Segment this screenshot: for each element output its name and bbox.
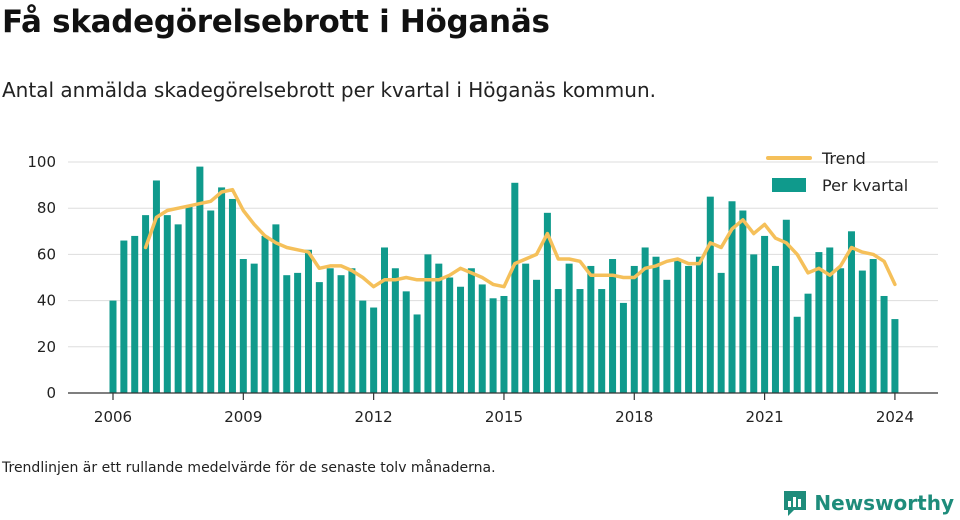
bar — [435, 264, 442, 393]
bar — [457, 287, 464, 393]
chart-title: Få skadegörelsebrott i Höganäs — [2, 4, 550, 40]
bar — [468, 268, 475, 393]
trend-line — [146, 190, 895, 287]
bar — [131, 236, 138, 393]
bar — [196, 167, 203, 393]
bar — [272, 224, 279, 393]
bar — [826, 247, 833, 393]
bar — [294, 273, 301, 393]
bar — [707, 197, 714, 393]
x-tick-label: 2009 — [224, 408, 262, 426]
brand-logo[interactable]: Newsworthy — [782, 488, 954, 518]
bar-chart-logo-icon — [782, 489, 808, 517]
bar — [511, 183, 518, 393]
bar — [240, 259, 247, 393]
bar — [576, 289, 583, 393]
bar — [370, 308, 377, 393]
bar — [348, 268, 355, 393]
bar — [381, 247, 388, 393]
bar — [392, 268, 399, 393]
chart: 0 20 40 60 80 100 2006 2009 2012 2015 2018 2021 202… — [0, 140, 960, 440]
bar — [186, 206, 193, 393]
bar — [327, 268, 334, 393]
bar — [663, 280, 670, 393]
bar — [338, 275, 345, 393]
bar — [891, 319, 898, 393]
bar — [229, 199, 236, 393]
bar — [218, 187, 225, 393]
bar — [750, 254, 757, 393]
bar-series — [110, 167, 899, 393]
bar — [305, 250, 312, 393]
x-tick-label: 2024 — [876, 408, 914, 426]
bar — [870, 259, 877, 393]
bar — [761, 236, 768, 393]
legend-bar-label: Per kvartal — [822, 176, 908, 195]
bar — [631, 266, 638, 393]
bar — [175, 224, 182, 393]
bar — [533, 280, 540, 393]
bar — [696, 257, 703, 393]
x-tick-label: 2006 — [94, 408, 132, 426]
bar — [359, 301, 366, 393]
bar — [609, 259, 616, 393]
bar — [490, 298, 497, 393]
chart-subtitle: Antal anmälda skadegörelsebrott per kvar… — [2, 78, 656, 102]
bar — [718, 273, 725, 393]
bar — [262, 236, 269, 393]
bar — [794, 317, 801, 393]
bar — [587, 266, 594, 393]
legend: Trend Per kvartal — [768, 149, 908, 195]
bar — [566, 264, 573, 393]
bar — [479, 284, 486, 393]
bar — [500, 296, 507, 393]
bar — [739, 211, 746, 393]
bar — [805, 294, 812, 393]
bar — [403, 291, 410, 393]
bar — [815, 252, 822, 393]
bar — [207, 211, 214, 393]
y-tick-label: 100 — [27, 153, 56, 171]
x-tick-label: 2021 — [746, 408, 784, 426]
bar — [685, 266, 692, 393]
bar — [414, 314, 421, 393]
x-tick-label: 2015 — [485, 408, 523, 426]
x-tick-label: 2012 — [355, 408, 393, 426]
y-axis: 0 20 40 60 80 100 — [27, 153, 56, 402]
bar — [251, 264, 258, 393]
x-tick-label: 2018 — [615, 408, 653, 426]
bar — [110, 301, 117, 393]
bar — [859, 271, 866, 393]
bar — [772, 266, 779, 393]
bar — [653, 257, 660, 393]
bar — [881, 296, 888, 393]
footnote: Trendlinjen är ett rullande medelvärde f… — [2, 460, 496, 476]
bar — [598, 289, 605, 393]
bar — [848, 231, 855, 393]
bar — [522, 264, 529, 393]
bar — [120, 241, 127, 393]
bar — [153, 180, 160, 393]
bar — [446, 278, 453, 394]
bar — [555, 289, 562, 393]
bar — [316, 282, 323, 393]
bar — [424, 254, 431, 393]
bar — [620, 303, 627, 393]
y-tick-label: 60 — [37, 245, 56, 263]
bar — [674, 259, 681, 393]
bar — [837, 268, 844, 393]
trend-series — [146, 190, 895, 287]
legend-trend-label: Trend — [821, 149, 866, 168]
y-tick-label: 80 — [37, 199, 56, 217]
y-tick-label: 20 — [37, 338, 56, 356]
legend-bar-swatch — [772, 178, 806, 192]
bar — [283, 275, 290, 393]
bar — [164, 215, 171, 393]
x-axis: 2006 2009 2012 2015 2018 2021 2024 — [68, 393, 938, 426]
brand-name: Newsworthy — [814, 491, 954, 515]
y-tick-label: 40 — [37, 292, 56, 310]
y-tick-label: 0 — [46, 384, 56, 402]
